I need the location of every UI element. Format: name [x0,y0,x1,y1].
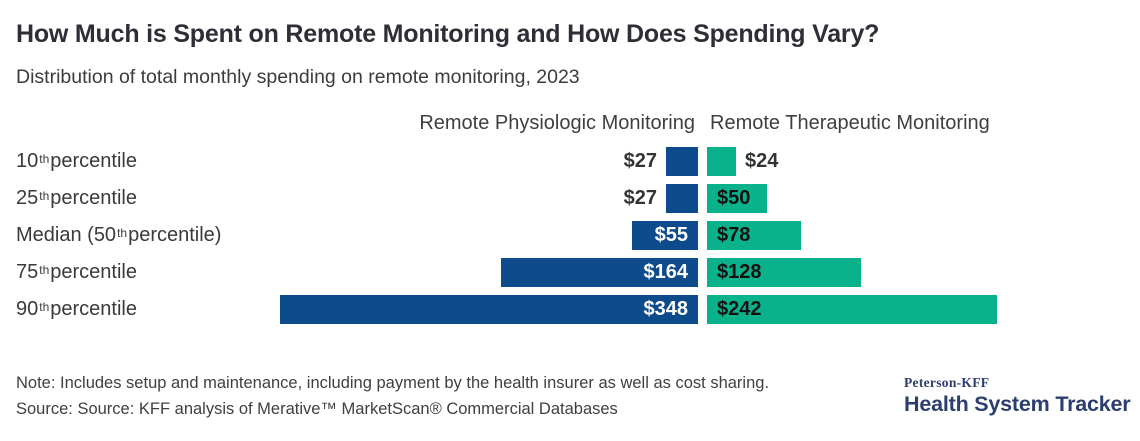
physiologic-value-label: $55 [654,224,688,246]
therapeutic-bar: $242 [707,295,997,324]
therapeutic-value-label: $242 [717,298,762,320]
page-title: How Much is Spent on Remote Monitoring a… [16,20,880,48]
physiologic-bar [666,147,698,176]
therapeutic-bar: $50 [707,184,767,213]
physiologic-bar-zone: $55 [280,221,698,250]
physiologic-bar [666,184,698,213]
center-axis-gap [698,295,707,324]
therapeutic-bar-zone: $50 [707,184,1124,213]
center-axis-gap [698,184,707,213]
therapeutic-bar-zone: $24 [707,147,1124,176]
physiologic-bar-zone: $164 [280,258,698,287]
center-axis-gap [698,147,707,176]
therapeutic-value-label: $24 [745,150,779,172]
series-header-therapeutic: Remote Therapeutic Monitoring [710,112,990,134]
therapeutic-bar: $128 [707,258,861,287]
logo-peterson-kff-text: Peterson-KFF [904,375,990,390]
therapeutic-bar [707,147,736,176]
physiologic-value-label: $27 [623,187,657,209]
therapeutic-bar: $78 [707,221,801,250]
physiologic-value-label: $27 [623,150,657,172]
physiologic-value-label: $348 [643,298,689,320]
therapeutic-bar-zone: $78 [707,221,1124,250]
physiologic-bar: $164 [501,258,698,287]
therapeutic-value-label: $50 [717,187,751,209]
chart-subtitle: Distribution of total monthly spending o… [16,66,580,88]
therapeutic-bar-zone: $242 [707,295,1124,324]
center-axis-gap [698,221,707,250]
therapeutic-bar-zone: $128 [707,258,1124,287]
physiologic-bar-zone: $27 [280,184,698,213]
percentile-label: Median (50 th percentile) [16,224,222,246]
physiologic-bar-zone: $27 [280,147,698,176]
center-axis-gap [698,258,707,287]
logo-health-system-tracker-text: Health System Tracker [904,392,1131,416]
series-header-physiologic: Remote Physiologic Monitoring [419,112,695,134]
physiologic-bar: $55 [632,221,698,250]
physiologic-bar: $348 [280,295,698,324]
percentile-row: Median (50 th percentile) $55 $78 [16,221,1124,250]
physiologic-bar-zone: $348 [280,295,698,324]
therapeutic-value-label: $128 [717,261,762,283]
therapeutic-value-label: $78 [717,224,751,246]
note-text: Note: Includes setup and maintenance, in… [16,374,770,392]
health-system-tracker-logo: Peterson-KFF Health System Tracker [904,375,1131,417]
physiologic-value-label: $164 [643,261,689,283]
source-text: Source: Source: KFF analysis of Merative… [16,400,618,418]
